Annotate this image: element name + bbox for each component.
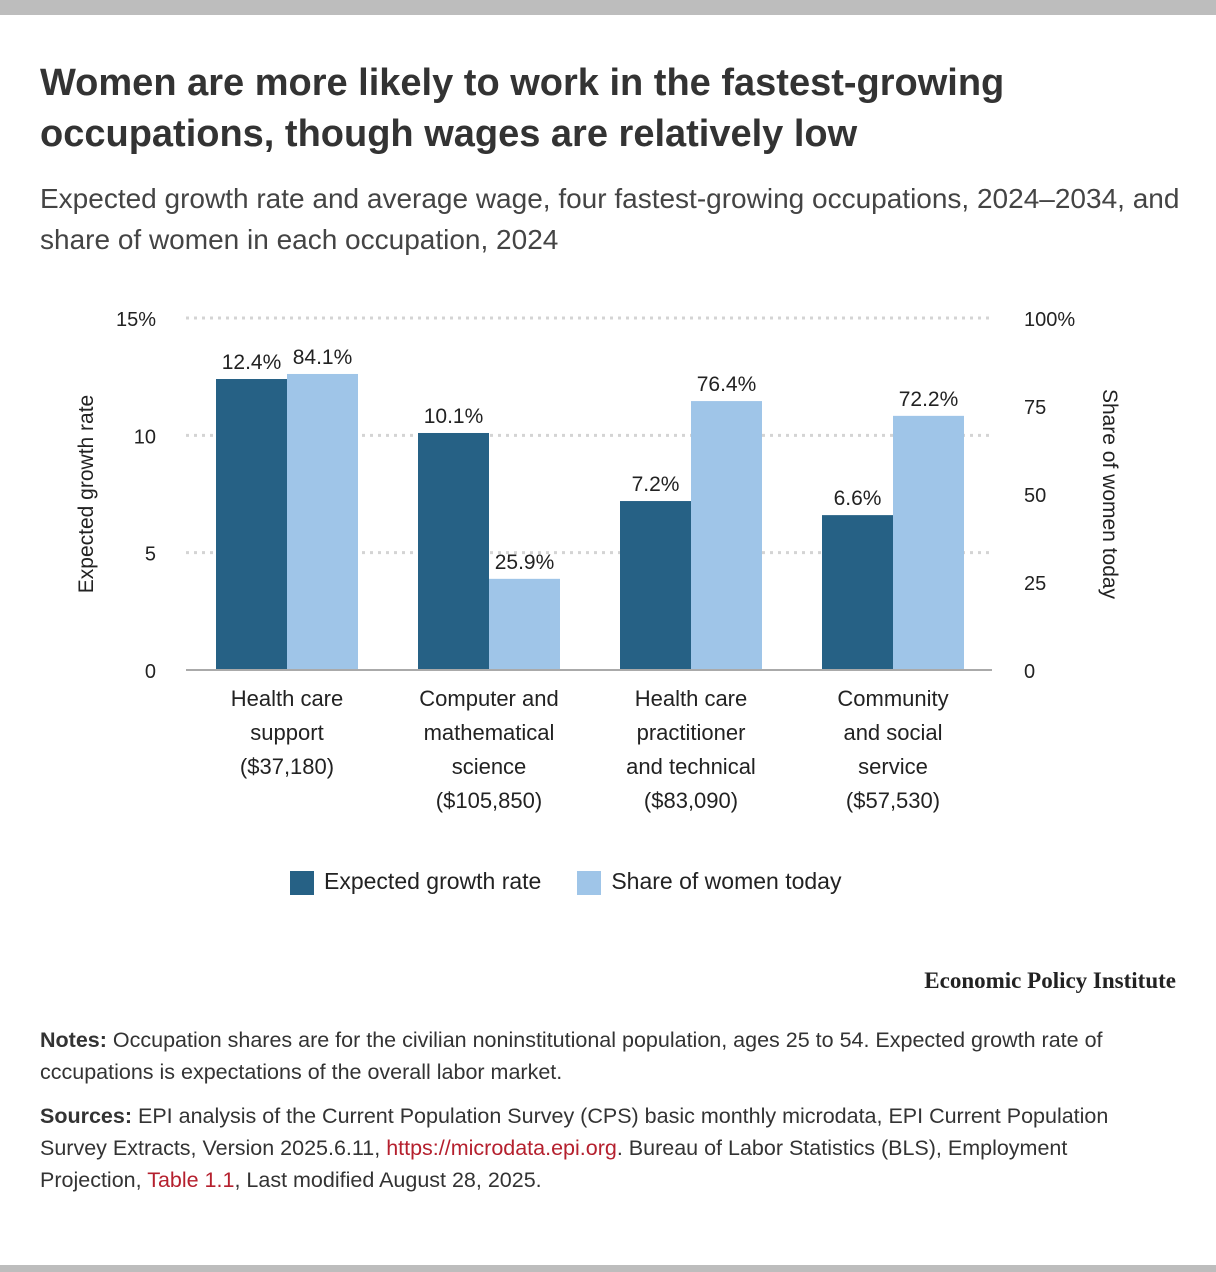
data-label: 12.4% (222, 351, 282, 374)
legend-item-growth: Expected growth rate (290, 868, 541, 895)
bar-growth (216, 379, 287, 670)
x-tick-label: mathematical (424, 720, 555, 745)
microdata-link[interactable]: https://microdata.epi.org (386, 1136, 617, 1160)
chart-title: Women are more likely to work in the fas… (40, 62, 1005, 155)
legend-label: Expected growth rate (324, 868, 542, 894)
sources-label: Sources: (40, 1104, 133, 1128)
x-tick-label: service (858, 754, 928, 779)
x-tick-label: Health care (231, 686, 344, 711)
top-border (0, 0, 1216, 15)
data-label: 6.6% (834, 487, 882, 510)
bar-growth (620, 501, 691, 670)
data-label: 25.9% (495, 551, 555, 574)
legend-label: Share of women today (611, 868, 842, 894)
legend-swatch-light (577, 870, 602, 895)
bar-chart: 0 5 10 15% 0 25 50 75 100% Expected growth rate Sh… (75, 309, 1121, 813)
y2-tick-label: 100% (1024, 309, 1075, 331)
bar-women (691, 401, 762, 670)
sources-text: . Bureau of Labor Statistics (BLS), Empl… (40, 1136, 1068, 1192)
x-tick-label: practitioner (637, 720, 746, 745)
x-tick-label: ($37,180) (240, 754, 334, 779)
sources: Sources: EPI analysis of the Current Pop… (40, 1100, 1170, 1196)
legend-swatch-dark (290, 870, 314, 895)
epi-logo: Economic Policy Institute (924, 968, 1176, 993)
x-tick-label: and technical (626, 754, 756, 779)
bar-growth (418, 432, 489, 670)
data-label: 72.2% (899, 388, 959, 411)
bar-women (489, 578, 560, 670)
data-label: 76.4% (697, 373, 757, 396)
data-label: 84.1% (293, 346, 353, 369)
y2-tick-label: 50 (1024, 485, 1046, 507)
x-tick-label: and social (843, 720, 942, 745)
x-tick-label: Health care (635, 686, 748, 711)
legend: Expected growth rate Share of women toda… (290, 868, 841, 895)
x-tick-label: support (250, 720, 323, 745)
legend-item-women: Share of women today (577, 868, 841, 895)
x-tick-label: Computer and (419, 686, 558, 711)
notes: Notes: Occupation shares are for the civ… (40, 1024, 1170, 1088)
x-tick-label: ($83,090) (644, 788, 738, 813)
y2-tick-label: 0 (1024, 661, 1035, 683)
notes-label: Notes: (40, 1028, 107, 1052)
y2-tick-label: 25 (1024, 573, 1046, 595)
y2-axis-title: Share of women today (1098, 389, 1121, 600)
x-tick-label: Community (837, 686, 948, 711)
chart-subtitle: Expected growth rate and average wage, f… (40, 183, 1180, 255)
data-label: 7.2% (632, 473, 680, 496)
y-axis-title: Expected growth rate (75, 395, 98, 593)
sources-text: EPI analysis of the Current Population S… (40, 1104, 1109, 1160)
y-tick-label: 0 (145, 661, 156, 683)
bar-growth (822, 515, 893, 670)
x-tick-label: ($105,850) (436, 788, 542, 813)
y-tick-label: 15% (116, 309, 156, 331)
sources-text: , Last modified August 28, 2025. (234, 1168, 542, 1192)
y2-tick-label: 75 (1024, 397, 1046, 419)
bar-women (287, 373, 358, 670)
y-tick-label: 5 (145, 544, 156, 566)
bar-women (893, 415, 964, 670)
y-tick-label: 10 (134, 426, 156, 448)
notes-text: Occupation shares are for the civilian n… (40, 1028, 1103, 1084)
bottom-border (0, 1265, 1216, 1272)
x-tick-label: science (452, 754, 527, 779)
data-label: 10.1% (424, 405, 484, 428)
table-link[interactable]: Table 1.1 (147, 1168, 235, 1192)
x-tick-label: ($57,530) (846, 788, 940, 813)
